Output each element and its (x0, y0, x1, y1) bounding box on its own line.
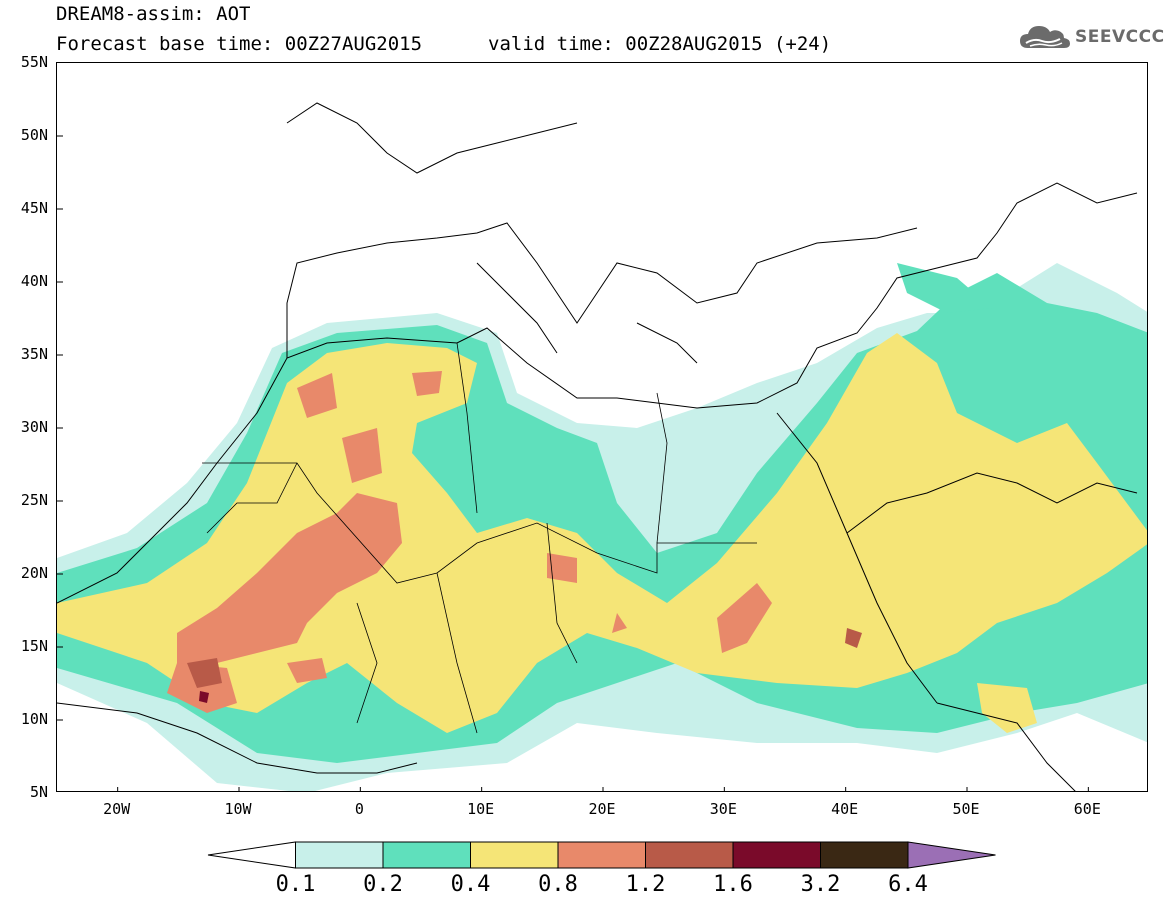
lat-label: 10N (20, 710, 48, 728)
colorbar-label: 3.2 (800, 872, 841, 897)
aot-band-0.8 (167, 371, 772, 713)
forecast-times: Forecast base time: 00Z27AUG2015 valid ti… (56, 33, 831, 55)
lon-label: 20W (103, 800, 131, 818)
aot-field-svg (57, 102, 1147, 791)
lon-label: 0 (354, 800, 364, 818)
lat-label: 50N (20, 126, 48, 144)
colorbar-extend-low (207, 841, 296, 869)
aot-band-1.2 (187, 628, 862, 688)
lon-label: 30E (709, 800, 737, 818)
cloud-icon (1020, 26, 1070, 48)
lat-label: 55N (20, 53, 48, 71)
colorbar-swatch (645, 841, 734, 869)
aot-band-1.6 (199, 691, 209, 703)
country-borders (202, 342, 757, 734)
lat-label: 45N (20, 199, 48, 217)
colorbar-swatch (295, 841, 384, 869)
aot-map (56, 62, 1148, 792)
lat-label: 25N (20, 491, 48, 509)
colorbar-label: 0.8 (538, 872, 578, 897)
lat-label: 5N (29, 783, 48, 801)
lat-label: 35N (20, 345, 48, 363)
coastlines (57, 102, 1138, 791)
lon-label: 10W (224, 800, 252, 818)
lat-label: 20N (20, 564, 48, 582)
lat-label: 15N (20, 637, 48, 655)
colorbar-swatch (557, 841, 646, 869)
lon-label: 60E (1073, 800, 1101, 818)
colorbar-swatch (382, 841, 471, 869)
lon-label: 20E (588, 800, 616, 818)
aot-band-0.4 (57, 333, 1147, 733)
colorbar (207, 841, 996, 869)
colorbar-label: 1.2 (625, 872, 666, 897)
lon-label: 10E (467, 800, 495, 818)
colorbar-swatch (820, 841, 909, 869)
colorbar-extend-high (907, 841, 996, 869)
lat-label: 30N (20, 418, 48, 436)
colorbar-label: 0.4 (450, 872, 491, 897)
colorbar-label: 6.4 (888, 872, 928, 897)
logo-text: SEEVCCC (1075, 27, 1165, 47)
colorbar-label: 1.6 (713, 872, 753, 897)
seevccc-logo: SEEVCCC (1018, 22, 1165, 52)
chart-title: DREAM8-assim: AOT (56, 3, 251, 25)
colorbar-swatch (732, 841, 821, 869)
colorbar-label: 0.1 (275, 872, 316, 897)
lon-label: 40E (831, 800, 859, 818)
colorbar-label: 0.2 (363, 872, 403, 897)
lat-label: 40N (20, 272, 48, 290)
valid-time: valid time: 00Z28AUG2015 (+24) (488, 33, 832, 55)
base-time: Forecast base time: 00Z27AUG2015 (56, 33, 423, 55)
colorbar-swatch (470, 841, 559, 869)
lon-label: 50E (952, 800, 980, 818)
